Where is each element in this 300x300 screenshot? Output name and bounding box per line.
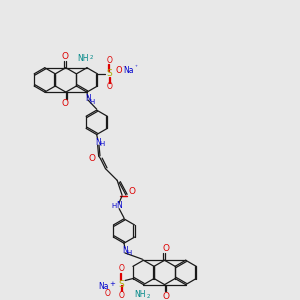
Text: NH: NH — [134, 290, 145, 299]
Text: H: H — [99, 141, 104, 147]
Text: O: O — [61, 99, 68, 108]
Text: N: N — [116, 201, 122, 210]
Text: N: N — [95, 138, 100, 147]
Text: O: O — [61, 52, 68, 61]
Text: O: O — [162, 244, 169, 253]
Text: S: S — [106, 69, 112, 78]
Text: O: O — [88, 154, 95, 164]
Text: Na: Na — [123, 66, 134, 75]
Text: H: H — [126, 250, 131, 256]
Text: NH: NH — [77, 55, 89, 64]
Text: O: O — [106, 56, 112, 65]
Text: N: N — [85, 94, 91, 103]
Text: Na: Na — [98, 282, 109, 291]
Text: H: H — [112, 203, 117, 209]
Text: O: O — [118, 264, 124, 273]
Text: 2: 2 — [147, 294, 150, 299]
Text: O: O — [118, 291, 124, 300]
Text: +: + — [110, 281, 116, 287]
Text: O: O — [162, 292, 169, 300]
Text: ⁻: ⁻ — [122, 67, 125, 71]
Text: O: O — [128, 187, 135, 196]
Text: N: N — [122, 247, 128, 256]
Text: S: S — [118, 280, 124, 289]
Text: O: O — [105, 289, 110, 298]
Text: 2: 2 — [90, 55, 94, 59]
Text: O: O — [106, 82, 112, 91]
Text: ⁺: ⁺ — [135, 65, 138, 70]
Text: H: H — [89, 99, 94, 105]
Text: O: O — [116, 66, 122, 75]
